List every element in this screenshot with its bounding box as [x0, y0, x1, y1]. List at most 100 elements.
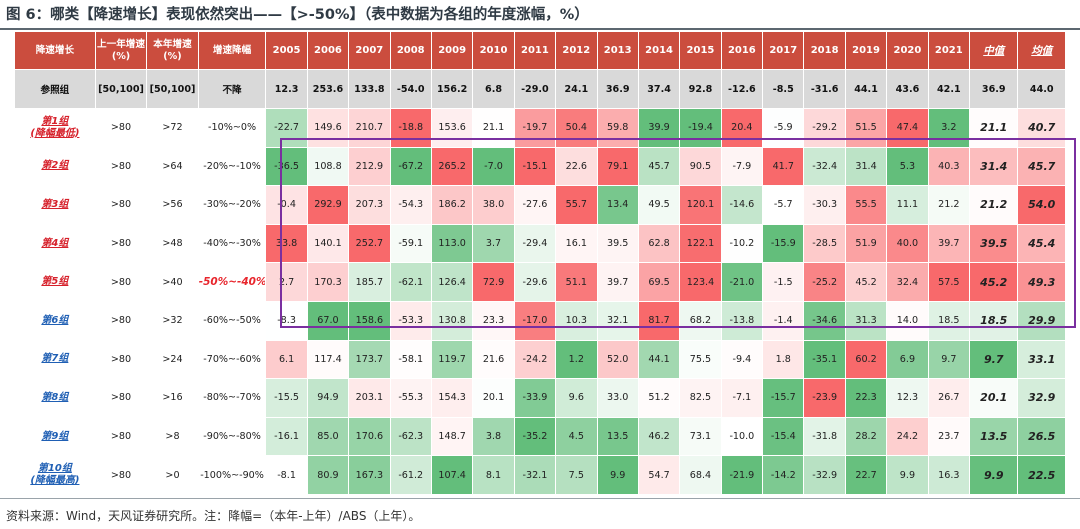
- year-value-cell: -62.1: [389, 262, 432, 302]
- group-median: 21.1: [969, 108, 1019, 148]
- header-decline: 增速降幅: [197, 31, 267, 70]
- year-value-cell: -17.0: [513, 300, 557, 341]
- year-value-cell: -16.1: [265, 416, 308, 457]
- reference-value: 6.8: [472, 69, 515, 109]
- year-value-cell: -19.7: [513, 108, 557, 148]
- group-row-3: 第3组 >80 >56 -30%~-20% -0.4 292.9 207.3 -54.3 186…: [14, 185, 1066, 225]
- year-value-cell: 130.8: [430, 300, 474, 341]
- group-decline: -30%~-20%: [197, 185, 267, 225]
- group-label: 第5组: [14, 262, 96, 302]
- year-value-cell: -29.4: [513, 223, 557, 264]
- year-value-cell: 80.9: [306, 455, 350, 495]
- year-value-cell: 1.8: [762, 339, 805, 380]
- year-value-cell: 69.5: [637, 262, 681, 302]
- year-value-cell: 82.5: [679, 378, 722, 418]
- group-median: 9.9: [969, 455, 1019, 495]
- year-value-cell: 20.4: [720, 108, 764, 148]
- year-value-cell: 26.7: [927, 378, 971, 418]
- year-value-cell: 5.3: [886, 146, 929, 187]
- year-value-cell: -29.6: [513, 262, 557, 302]
- reference-prev: [50,100]: [94, 69, 148, 109]
- year-value-cell: 32.4: [886, 262, 929, 302]
- header-median: 中值: [969, 31, 1019, 70]
- year-value-cell: -10.2: [720, 223, 764, 264]
- year-value-cell: -22.7: [265, 108, 308, 148]
- year-value-cell: 126.4: [430, 262, 474, 302]
- year-value-cell: 21.1: [472, 108, 515, 148]
- group-prev: >80: [94, 146, 148, 187]
- year-value-cell: 210.7: [348, 108, 391, 148]
- year-value-cell: 252.7: [348, 223, 391, 264]
- year-value-cell: 140.1: [306, 223, 350, 264]
- year-value-cell: 2.7: [265, 262, 308, 302]
- reference-value: -12.6: [720, 69, 764, 109]
- year-value-cell: 119.7: [430, 339, 474, 380]
- group-prev: >80: [94, 455, 148, 495]
- reference-value: -8.5: [762, 69, 805, 109]
- year-value-cell: 13.4: [596, 185, 639, 225]
- year-value-cell: 59.8: [596, 108, 639, 148]
- year-value-cell: 16.3: [927, 455, 971, 495]
- year-value-cell: 39.5: [596, 223, 639, 264]
- year-value-cell: 50.4: [555, 108, 598, 148]
- year-value-cell: 51.5: [844, 108, 888, 148]
- header-prev-year: 上一年增速(%): [94, 31, 148, 70]
- year-value-cell: 31.4: [844, 146, 888, 187]
- year-value-cell: 170.6: [348, 416, 391, 457]
- header-this-year: 本年增速(%): [146, 31, 199, 70]
- year-value-cell: -58.1: [389, 339, 432, 380]
- group-median: 18.5: [969, 300, 1019, 341]
- year-value-cell: 21.6: [472, 339, 515, 380]
- group-row-6: 第6组 >80 >32 -60%~-50% -8.3 67.0 158.6 -53.3 130.…: [14, 300, 1066, 341]
- year-value-cell: -32.4: [803, 146, 846, 187]
- year-value-cell: 79.1: [596, 146, 639, 187]
- group-decline: -10%~0%: [197, 108, 267, 148]
- reference-value: 42.1: [927, 69, 971, 109]
- year-value-cell: 55.7: [555, 185, 598, 225]
- group-this: >48: [146, 223, 199, 264]
- year-value-cell: 292.9: [306, 185, 350, 225]
- reference-value: 36.9: [596, 69, 639, 109]
- year-value-cell: -0.4: [265, 185, 308, 225]
- year-value-cell: -15.1: [513, 146, 557, 187]
- header-year: 2015: [679, 31, 722, 70]
- header-year: 2014: [637, 31, 681, 70]
- reference-value: 12.3: [265, 69, 308, 109]
- group-decline: -20%~-10%: [197, 146, 267, 187]
- year-value-cell: -59.1: [389, 223, 432, 264]
- group-prev: >80: [94, 378, 148, 418]
- year-value-cell: 12.3: [886, 378, 929, 418]
- year-value-cell: -5.9: [762, 108, 805, 148]
- year-value-cell: -7.1: [720, 378, 764, 418]
- year-value-cell: -67.2: [389, 146, 432, 187]
- header-year: 2013: [596, 31, 639, 70]
- year-value-cell: -35.2: [513, 416, 557, 457]
- year-value-cell: 67.0: [306, 300, 350, 341]
- group-median: 9.7: [969, 339, 1019, 380]
- year-value-cell: 1.2: [555, 339, 598, 380]
- group-row-1: 第1组 (降幅最低) >80 >72 -10%~0% -22.7 149.6 210.7 -18…: [14, 108, 1066, 148]
- group-mean: 49.3: [1017, 262, 1066, 302]
- title-rule: [0, 28, 1080, 30]
- group-prev: >80: [94, 262, 148, 302]
- year-value-cell: -21.9: [720, 455, 764, 495]
- header-year: 2005: [265, 31, 308, 70]
- year-value-cell: 41.7: [762, 146, 805, 187]
- group-label: 第2组: [14, 146, 96, 187]
- year-value-cell: -18.8: [389, 108, 432, 148]
- header-year: 2009: [430, 31, 474, 70]
- source-note: 资料来源：Wind，天风证券研究所。注：降幅=（本年-上年）/ABS（上年）。: [6, 509, 421, 523]
- year-value-cell: 60.2: [844, 339, 888, 380]
- header-year: 2008: [389, 31, 432, 70]
- year-value-cell: 173.7: [348, 339, 391, 380]
- returns-table-container: 降速增长 上一年增速(%) 本年增速(%) 增速降幅 2005 2006 200…: [14, 31, 1076, 495]
- header-year: 2007: [348, 31, 391, 70]
- group-prev: >80: [94, 416, 148, 457]
- year-value-cell: 40.3: [927, 146, 971, 187]
- year-value-cell: -15.9: [762, 223, 805, 264]
- header-year: 2006: [306, 31, 350, 70]
- group-decline: -100%~-90%: [197, 455, 267, 495]
- group-label: 第1组 (降幅最低): [14, 108, 96, 148]
- year-value-cell: 3.7: [472, 223, 515, 264]
- year-value-cell: 54.7: [637, 455, 681, 495]
